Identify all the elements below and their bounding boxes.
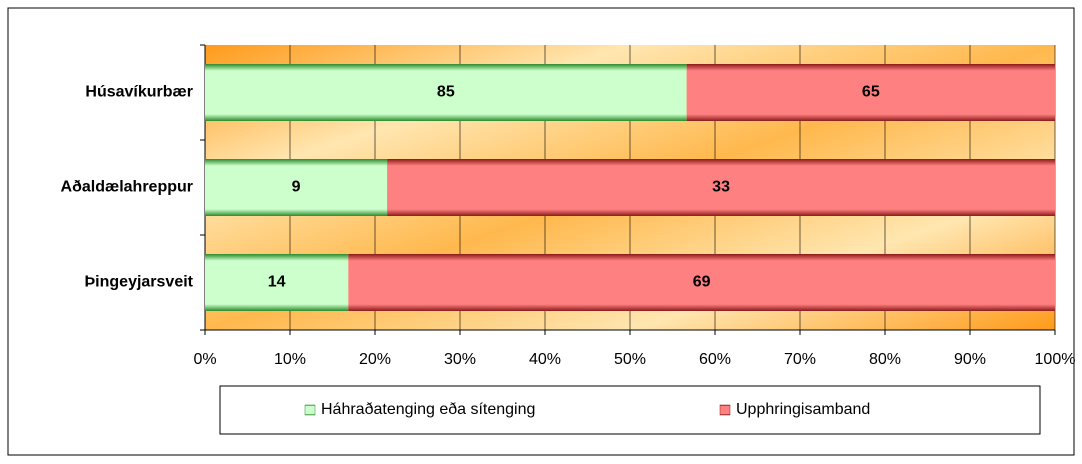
legend-swatch bbox=[304, 404, 316, 416]
legend-box bbox=[219, 385, 1041, 435]
bar bbox=[205, 159, 388, 216]
x-tick-label: 60% bbox=[699, 351, 731, 368]
bar bbox=[205, 254, 349, 311]
x-tick-label: 90% bbox=[954, 351, 986, 368]
data-label: 33 bbox=[712, 179, 730, 196]
x-tick-label: 80% bbox=[869, 351, 901, 368]
data-label: 69 bbox=[693, 274, 711, 291]
x-tick-label: 20% bbox=[359, 351, 391, 368]
x-tick-label: 40% bbox=[529, 351, 561, 368]
data-label: 14 bbox=[268, 274, 286, 291]
bar bbox=[686, 64, 1055, 121]
x-tick-label: 10% bbox=[274, 351, 306, 368]
x-tick-label: 0% bbox=[193, 351, 216, 368]
data-label: 85 bbox=[437, 84, 455, 101]
legend-swatch bbox=[719, 404, 731, 416]
data-label: 9 bbox=[292, 179, 301, 196]
category-label: Aðaldælahreppur bbox=[61, 179, 193, 196]
legend-label: Háhraðatenging eða sítenging bbox=[321, 401, 535, 418]
category-label: Þingeyjarsveit bbox=[85, 274, 194, 291]
data-label: 65 bbox=[862, 84, 880, 101]
bar bbox=[205, 64, 687, 121]
category-label: Húsavíkurbær bbox=[85, 84, 193, 101]
x-tick-label: 100% bbox=[1035, 351, 1076, 368]
legend-label: Upphringisamband bbox=[736, 401, 870, 418]
x-tick-label: 70% bbox=[784, 351, 816, 368]
bar bbox=[387, 159, 1056, 216]
x-tick-label: 50% bbox=[614, 351, 646, 368]
bar bbox=[348, 254, 1055, 311]
x-tick-label: 30% bbox=[444, 351, 476, 368]
